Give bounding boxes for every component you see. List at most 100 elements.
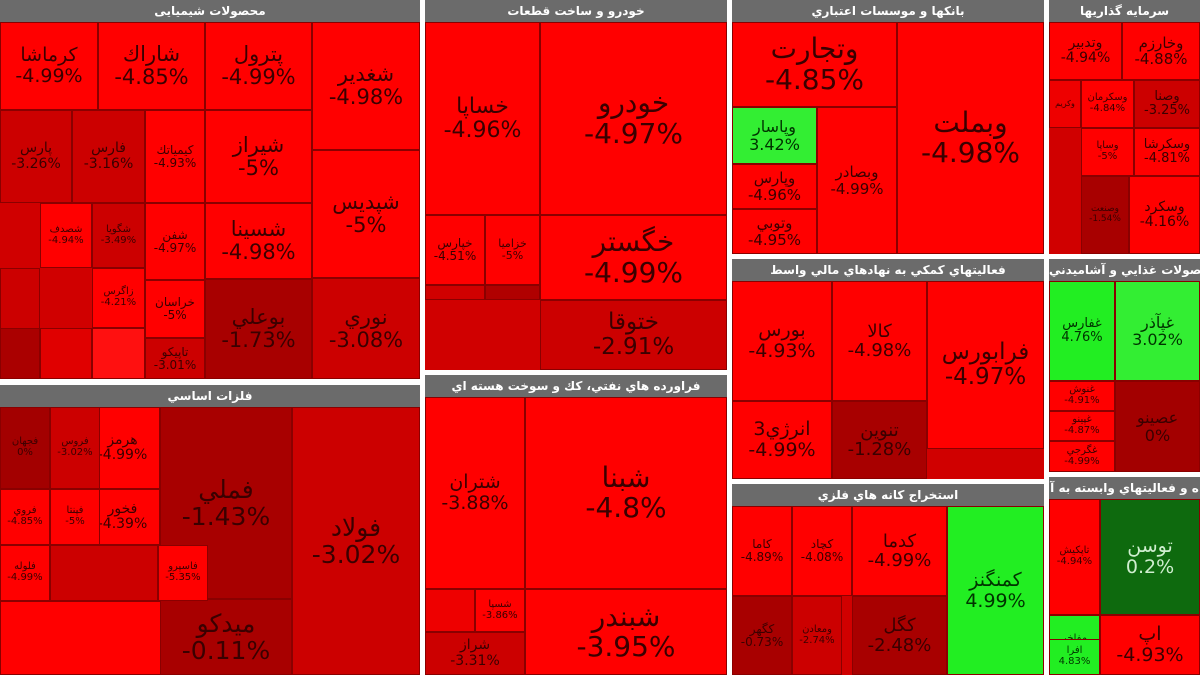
stock-change: -4.81% xyxy=(1144,151,1190,166)
stock-tile[interactable]: وخارزم -4.88% xyxy=(1122,22,1200,80)
stock-tile[interactable]: شگويا -3.49% xyxy=(92,203,145,268)
stock-tile[interactable]: شسينا -4.98% xyxy=(205,203,312,279)
stock-tile[interactable]: غفارس 4.76% xyxy=(1049,281,1115,381)
stock-tile[interactable]: توسن 0.2% xyxy=(1100,499,1200,615)
stock-tile[interactable]: وبصادر -4.99% xyxy=(817,107,897,254)
stock-symbol: غپينو xyxy=(1072,414,1092,426)
stock-tile[interactable]: شبندر -3.95% xyxy=(525,589,727,675)
stock-tile[interactable]: پارس -3.26% xyxy=(0,110,72,203)
stock-tile[interactable]: پترول -4.99% xyxy=(205,22,312,110)
stock-tile[interactable]: تاپكيش -4.94% xyxy=(1049,499,1100,615)
stock-tile[interactable]: شتران -3.88% xyxy=(425,397,525,589)
stock-tile[interactable]: وسكرشا -4.81% xyxy=(1134,128,1200,176)
stock-tile[interactable]: فارس -3.16% xyxy=(72,110,145,203)
stock-symbol: كاما xyxy=(752,537,772,552)
stock-tile[interactable]: شبنا -4.8% xyxy=(525,397,727,589)
sector-body: فرابورس -4.97% كالا -4.98% بورس -4.93% تنوين -1… xyxy=(732,281,1044,479)
stock-change: -4.93% xyxy=(1116,644,1184,666)
stock-tile[interactable]: وكريم xyxy=(1049,80,1081,128)
stock-tile[interactable]: عصينو 0% xyxy=(1115,381,1200,472)
stock-symbol: شپدیس xyxy=(332,190,400,215)
stock-symbol: افرا xyxy=(1066,645,1083,657)
stock-tile[interactable]: فجهان 0% xyxy=(0,407,50,489)
stock-tile[interactable]: شصدف -4.94% xyxy=(40,203,92,268)
stock-tile[interactable]: كچاد -4.08% xyxy=(792,506,852,596)
stock-tile[interactable]: ختوقا -2.91% xyxy=(540,300,727,370)
stock-change: -3.01% xyxy=(153,357,197,372)
stock-tile[interactable]: ومعادن -2.74% xyxy=(792,596,842,675)
stock-tile[interactable]: بورس -4.93% xyxy=(732,281,832,401)
stock-tile[interactable]: وبملت -4.98% xyxy=(897,22,1044,254)
stock-tile[interactable]: كالا -4.98% xyxy=(832,281,927,401)
stock-tile[interactable]: وصنعت -1.54% xyxy=(1081,176,1129,254)
stock-tile[interactable]: تاپيكو -3.01% xyxy=(145,338,205,379)
stock-tile[interactable]: شپدیس -5% xyxy=(312,150,420,278)
stock-tile[interactable]: شراز -3.31% xyxy=(425,632,525,675)
stock-tile[interactable]: كدما -4.99% xyxy=(852,506,947,596)
stock-tile[interactable]: غپينو -4.87% xyxy=(1049,411,1115,441)
stock-tile[interactable]: كمنگنز 4.99% xyxy=(947,506,1044,675)
stock-tile[interactable]: اپ -4.93% xyxy=(1100,615,1200,675)
stock-tile[interactable]: وتدبير -4.94% xyxy=(1049,22,1122,80)
stock-symbol: مفاخر xyxy=(1062,633,1087,645)
stock-tile[interactable]: وتوبي -4.95% xyxy=(732,209,817,254)
stock-tile[interactable]: كگهر -0.73% xyxy=(732,596,792,675)
stock-symbol: شگويا xyxy=(106,223,131,235)
stock-tile[interactable]: كيمياتك -4.93% xyxy=(145,110,205,203)
sector-body: وخارزم -4.88% وتدبير -4.94% وصنا -3.25% وسكرما… xyxy=(1049,22,1200,254)
stock-tile[interactable]: شاراك -4.85% xyxy=(98,22,205,110)
stock-tile[interactable]: انرژي3 -4.99% xyxy=(732,401,832,479)
stock-tile[interactable]: خزاميا -5% xyxy=(485,215,540,285)
stock-symbol: فپنتا xyxy=(66,505,84,517)
stock-tile[interactable]: خساپا -4.96% xyxy=(425,22,540,215)
stock-tile[interactable]: وسكرمان -4.84% xyxy=(1081,80,1134,128)
stock-tile[interactable]: وپارس -4.96% xyxy=(732,164,817,209)
stock-tile[interactable]: كاما -4.89% xyxy=(732,506,792,596)
stock-tile[interactable]: افرا 4.83% xyxy=(1049,639,1100,675)
stock-tile[interactable]: غپآذر 3.02% xyxy=(1115,281,1200,381)
stock-tile[interactable]: تنوين -1.28% xyxy=(832,401,927,479)
stock-tile[interactable]: فولاد -3.02% xyxy=(292,407,420,675)
stock-tile[interactable]: خگستر -4.99% xyxy=(540,215,727,300)
stock-symbol: شغدير xyxy=(337,62,395,87)
stock-tile[interactable]: وصنا -3.25% xyxy=(1134,80,1200,128)
stock-tile[interactable]: وپاسار 3.42% xyxy=(732,107,817,164)
stock-tile[interactable]: فروس -3.02% xyxy=(50,407,100,489)
stock-change: 0.2% xyxy=(1125,556,1175,578)
stock-symbol: تاپيكو xyxy=(161,344,189,359)
stock-tile[interactable]: فپنتا -5% xyxy=(50,489,100,545)
stock-tile[interactable]: فلوله -4.99% xyxy=(0,545,50,601)
stock-tile[interactable]: وساپا -5% xyxy=(1081,128,1134,176)
stock-tile[interactable]: شسپا -3.86% xyxy=(475,589,525,632)
stock-tile[interactable]: كگل -2.48% xyxy=(852,596,947,675)
stock-tile[interactable]: شيراز -5% xyxy=(205,110,312,203)
stock-tile[interactable]: كرماشا -4.99% xyxy=(0,22,98,110)
sector-panel: استخراج كانه هاي فلزي كمنگنز 4.99% كدما -4.9… xyxy=(732,484,1044,675)
filler-tile xyxy=(485,285,540,300)
stock-tile[interactable]: ميدكو -0.11% xyxy=(160,599,292,675)
stock-tile[interactable]: غگرجي -4.99% xyxy=(1049,441,1115,472)
stock-tile[interactable]: فاسپرو -5.35% xyxy=(158,545,208,601)
stock-tile[interactable]: شغدير -4.98% xyxy=(312,22,420,150)
stock-tile[interactable]: فروي -4.85% xyxy=(0,489,50,545)
stock-tile[interactable]: غنوش -4.91% xyxy=(1049,381,1115,411)
stock-tile[interactable]: خراسان -5% xyxy=(145,280,205,338)
stock-tile[interactable]: نوري -3.08% xyxy=(312,278,420,379)
stock-tile[interactable]: زاگرس -4.21% xyxy=(92,268,145,328)
stock-symbol: زاگرس xyxy=(103,286,134,298)
stock-tile[interactable]: وسكرد -4.16% xyxy=(1129,176,1200,254)
stock-tile[interactable]: خودرو -4.97% xyxy=(540,22,727,215)
stock-symbol: فخور xyxy=(107,500,138,517)
stock-symbol: وصنعت xyxy=(1091,204,1119,215)
stock-tile[interactable]: خپارس -4.51% xyxy=(425,215,485,285)
stock-symbol: وپاسار xyxy=(752,117,797,137)
sector-title: بانكها و موسسات اعتباري xyxy=(732,0,1044,22)
stock-tile[interactable]: بوعلي -1.73% xyxy=(205,279,312,379)
stock-symbol: خزاميا xyxy=(498,237,527,251)
stock-tile[interactable]: فرابورس -4.97% xyxy=(927,281,1044,449)
stock-change: -4.99% xyxy=(7,572,43,583)
stock-symbol: غگرجي xyxy=(1066,444,1098,456)
stock-symbol: پارس xyxy=(19,140,52,157)
stock-tile[interactable]: وتجارت -4.85% xyxy=(732,22,897,107)
stock-tile[interactable]: شفن -4.97% xyxy=(145,203,205,280)
